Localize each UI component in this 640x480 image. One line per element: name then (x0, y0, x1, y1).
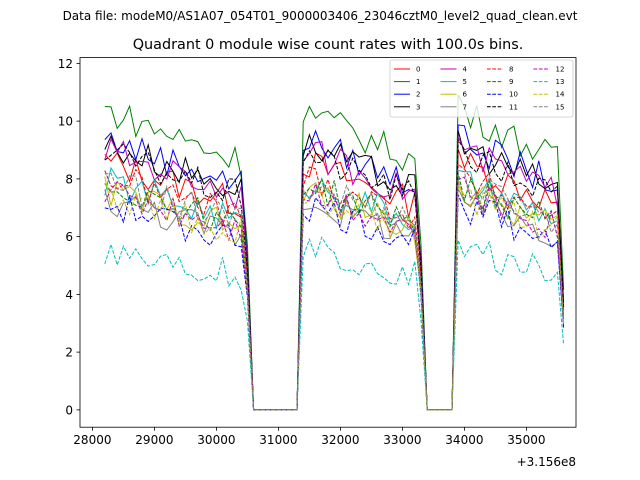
legend-label-4: 4 (463, 66, 468, 74)
legend-label-10: 10 (509, 91, 518, 99)
x-offset-label: +3.156e8 (517, 455, 576, 469)
y-tick-label: 6 (65, 230, 73, 244)
legend-label-7: 7 (463, 103, 467, 111)
legend-label-12: 12 (556, 66, 565, 74)
series-line-7 (104, 188, 565, 411)
legend-label-5: 5 (463, 78, 467, 86)
legend-label-6: 6 (463, 91, 468, 99)
series-line-1 (104, 94, 565, 411)
chart-suptitle: Data file: modeM0/AS1A07_054T01_90000034… (63, 9, 578, 23)
x-tick-label: 34000 (445, 433, 483, 447)
y-tick-label: 12 (58, 57, 73, 71)
y-tick-label: 4 (65, 288, 73, 302)
x-tick-label: 30000 (197, 433, 235, 447)
legend-label-8: 8 (509, 66, 513, 74)
legend-label-15: 15 (556, 103, 565, 111)
legend-label-0: 0 (416, 66, 420, 74)
legend-label-1: 1 (416, 78, 420, 86)
series-line-10 (104, 194, 565, 411)
series-line-5 (104, 166, 565, 411)
y-tick-label: 2 (65, 346, 73, 360)
axes-frame (79, 57, 577, 428)
legend-label-3: 3 (416, 103, 420, 111)
y-tick-label: 10 (58, 115, 73, 129)
legend-label-11: 11 (509, 103, 518, 111)
series-line-14 (104, 183, 565, 411)
series-line-13 (104, 236, 565, 411)
y-axis: 0 2 4 6 8 10 12 (58, 57, 80, 417)
legend-label-13: 13 (556, 78, 565, 86)
legend-label-2: 2 (416, 91, 420, 99)
x-tick-label: 35000 (507, 433, 545, 447)
series-line-15 (104, 169, 565, 411)
y-tick-label: 8 (65, 172, 73, 186)
x-tick-label: 31000 (259, 433, 297, 447)
legend-label-14: 14 (556, 91, 565, 99)
legend-label-9: 9 (509, 78, 513, 86)
series-line-4 (104, 136, 565, 411)
series-layer (104, 94, 565, 411)
y-tick-label: 0 (65, 403, 73, 417)
x-tick-label: 32000 (321, 433, 359, 447)
series-line-8 (104, 163, 565, 411)
x-tick-label: 29000 (135, 433, 173, 447)
series-line-9 (104, 173, 565, 411)
legend-box (389, 59, 574, 118)
x-axis: 28000 29000 30000 31000 32000 33000 34000 35000 (73, 427, 545, 447)
x-tick-label: 28000 (73, 433, 111, 447)
series-line-11 (104, 138, 565, 411)
x-tick-label: 33000 (383, 433, 421, 447)
chart-title: Quadrant 0 module wise count rates with … (133, 37, 524, 53)
